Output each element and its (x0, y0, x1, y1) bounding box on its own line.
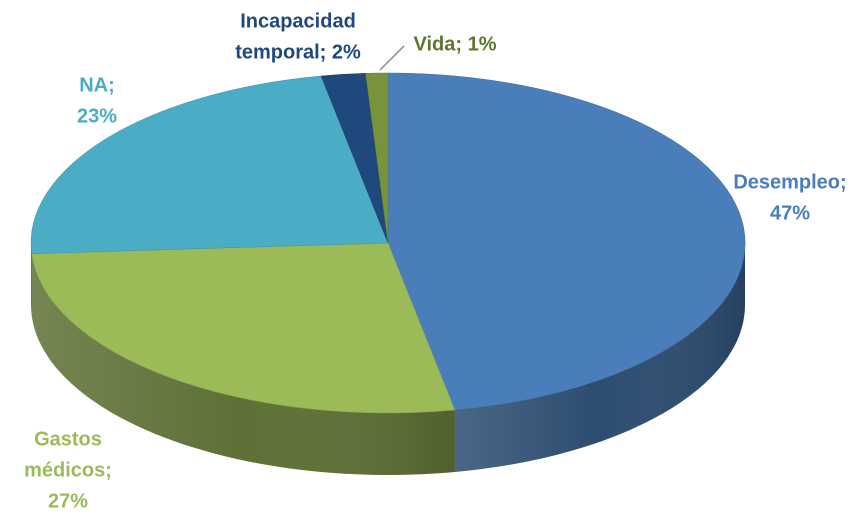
data-label: 23% (77, 105, 117, 127)
data-label: Vida; 1% (414, 33, 497, 55)
slice-side-shade (454, 243, 745, 472)
slice (31, 242, 456, 414)
data-label: temporal; 2% (235, 41, 361, 63)
data-label: NA; (79, 74, 115, 96)
data-label: 27% (48, 490, 88, 512)
slice-side-shade (31, 253, 455, 475)
data-label: médicos; (24, 459, 112, 481)
data-label: Incapacidad (240, 10, 356, 32)
slice-side-shade (31, 243, 32, 316)
data-label: Desempleo; (733, 171, 846, 193)
slice (387, 72, 746, 411)
data-label: Gastos (34, 428, 102, 450)
leader-line (379, 45, 405, 71)
slice (30, 75, 389, 254)
data-label: 47% (770, 202, 810, 224)
slice (365, 72, 389, 244)
